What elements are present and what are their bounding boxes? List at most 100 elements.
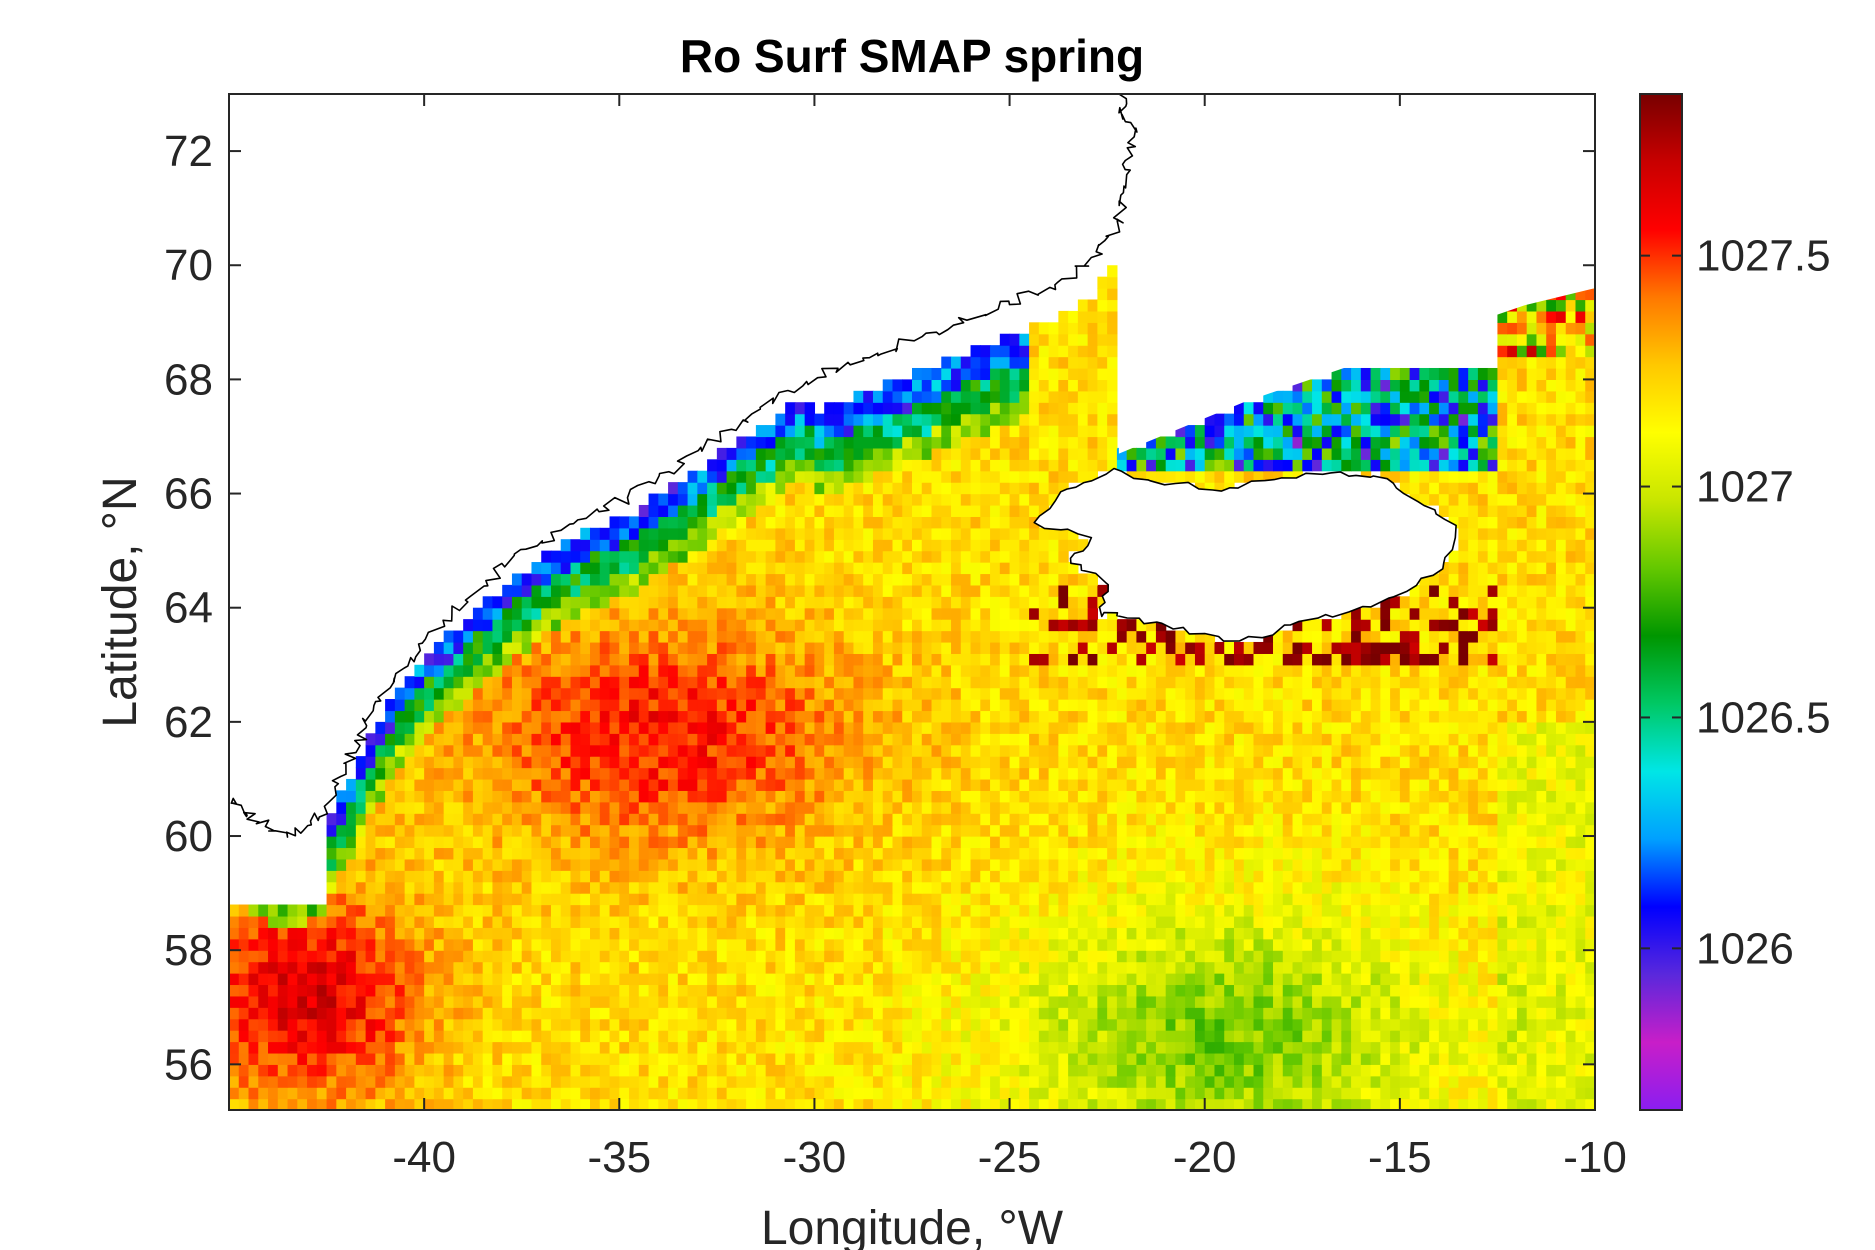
heatmap-cell: [1058, 1098, 1069, 1110]
heatmap-cell: [931, 1052, 942, 1065]
heatmap-cell: [1399, 870, 1411, 883]
heatmap-cell: [882, 824, 894, 837]
heatmap-cell: [492, 927, 503, 940]
heatmap-cell: [424, 836, 435, 849]
heatmap-cell: [1009, 904, 1020, 917]
heatmap-cell: [599, 767, 611, 780]
heatmap-cell: [638, 915, 650, 928]
heatmap-cell: [853, 1075, 864, 1088]
heatmap-cell: [1565, 1064, 1577, 1077]
heatmap-cell: [921, 1064, 933, 1077]
heatmap-cell: [1536, 744, 1547, 757]
heatmap-cell: [1565, 847, 1577, 860]
heatmap-cell: [1555, 801, 1567, 814]
heatmap-cell: [1185, 801, 1196, 814]
heatmap-cell: [1497, 973, 1508, 986]
heatmap-cell: [1243, 1052, 1255, 1065]
heatmap-cell: [658, 801, 669, 814]
heatmap-cell: [1516, 1087, 1528, 1100]
heatmap-cell: [1068, 984, 1079, 997]
heatmap-cell: [492, 870, 503, 883]
heatmap-cell: [1029, 1098, 1040, 1110]
heatmap-cell: [1009, 687, 1020, 700]
heatmap-cell: [1214, 699, 1225, 712]
heatmap-cell: [1419, 984, 1430, 997]
heatmap-cell: [560, 676, 572, 689]
heatmap-cell: [502, 858, 513, 871]
heatmap-cell: [1585, 904, 1595, 917]
heatmap-cell: [365, 1075, 376, 1088]
heatmap-cell: [1409, 1098, 1420, 1110]
heatmap-cell: [1380, 744, 1391, 757]
heatmap-cell: [414, 1030, 425, 1043]
heatmap-cell: [433, 687, 445, 700]
heatmap-cell: [472, 950, 484, 963]
heatmap-cell: [590, 721, 601, 734]
heatmap-cell: [1077, 687, 1089, 700]
heatmap-cell: [492, 1087, 503, 1100]
heatmap-cell: [1029, 915, 1040, 928]
heatmap-cell: [804, 676, 816, 689]
heatmap-cell: [648, 858, 659, 871]
heatmap-cell: [804, 995, 816, 1008]
heatmap-cell: [804, 744, 816, 757]
heatmap-cell: [1107, 1007, 1118, 1020]
heatmap-cell: [1429, 1087, 1440, 1100]
heatmap-cell: [697, 904, 708, 917]
heatmap-cell: [1448, 1098, 1459, 1110]
heatmap-cell: [746, 801, 757, 814]
heatmap-cell: [394, 927, 406, 940]
heatmap-cell: [541, 950, 552, 963]
heatmap-cell: [531, 950, 542, 963]
heatmap-cell: [726, 824, 737, 837]
heatmap-cell: [902, 790, 913, 803]
heatmap-cell: [1341, 984, 1352, 997]
heatmap-cell: [833, 984, 845, 997]
heatmap-cell: [1107, 938, 1118, 951]
heatmap-cell: [365, 881, 376, 894]
heatmap-cell: [1029, 756, 1040, 769]
heatmap-cell: [1312, 756, 1323, 769]
heatmap-cell: [882, 973, 894, 986]
heatmap-cell: [746, 699, 757, 712]
heatmap-cell: [453, 710, 464, 723]
heatmap-cell: [1058, 1064, 1069, 1077]
heatmap-cell: [658, 1098, 669, 1110]
heatmap-cell: [1448, 904, 1459, 917]
heatmap-cell: [1146, 927, 1157, 940]
heatmap-cell: [316, 995, 328, 1008]
heatmap-cell: [550, 961, 562, 974]
heatmap-cell: [268, 995, 279, 1008]
heatmap-cell: [1390, 973, 1401, 986]
heatmap-cell: [482, 687, 494, 700]
heatmap-cell: [1341, 847, 1352, 860]
heatmap-cell: [619, 836, 630, 849]
heatmap-cell: [550, 858, 562, 871]
heatmap-cell: [1038, 813, 1050, 826]
heatmap-cell: [1048, 847, 1059, 860]
heatmap-cell: [1487, 813, 1499, 826]
heatmap-cell: [1019, 801, 1030, 814]
heatmap-cell: [814, 1075, 825, 1088]
heatmap-cell: [1312, 950, 1323, 963]
heatmap-cell: [502, 824, 513, 837]
heatmap-cell: [355, 1075, 367, 1088]
heatmap-cell: [931, 710, 942, 723]
heatmap-cell: [843, 881, 855, 894]
heatmap-cell: [1068, 927, 1079, 940]
heatmap-cell: [1302, 950, 1313, 963]
heatmap-cell: [1282, 1087, 1294, 1100]
heatmap-cell: [726, 973, 737, 986]
heatmap-cell: [1390, 847, 1401, 860]
heatmap-cell: [843, 1018, 855, 1031]
heatmap-cell: [1321, 813, 1333, 826]
heatmap-cell: [931, 778, 942, 791]
heatmap-cell: [492, 756, 503, 769]
heatmap-cell: [1136, 995, 1147, 1008]
heatmap-cell: [1175, 687, 1186, 700]
heatmap-cell: [433, 870, 445, 883]
heatmap-cell: [814, 995, 825, 1008]
heatmap-cell: [453, 1018, 464, 1031]
heatmap-cell: [1438, 950, 1450, 963]
heatmap-cell: [1312, 858, 1323, 871]
